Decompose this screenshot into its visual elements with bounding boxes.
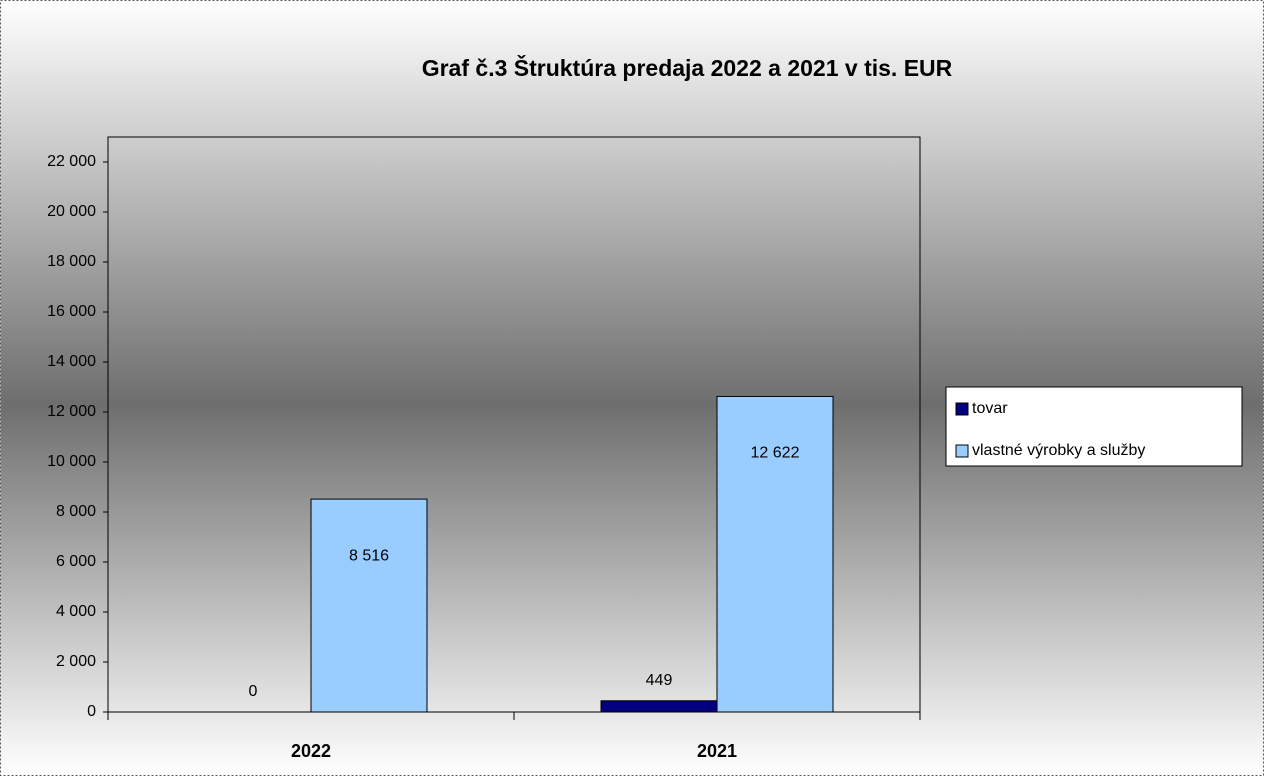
bar xyxy=(716,395,834,713)
y-tick-label: 20 000 xyxy=(47,203,96,220)
legend-swatch xyxy=(955,444,969,458)
x-tick-label: 2021 xyxy=(697,741,737,761)
value-label: 0 xyxy=(249,683,258,700)
legend xyxy=(945,386,1243,467)
value-label: 12 622 xyxy=(751,445,800,462)
y-tick-label: 10 000 xyxy=(47,453,96,470)
legend-label: vlastné výrobky a služby xyxy=(972,442,1145,459)
y-tick-label: 4 000 xyxy=(56,603,96,620)
y-tick-label: 14 000 xyxy=(47,353,96,370)
y-tick-label: 6 000 xyxy=(56,553,96,570)
legend-label: tovar xyxy=(972,400,1008,417)
y-tick-label: 2 000 xyxy=(56,653,96,670)
bar xyxy=(310,498,428,713)
y-tick-label: 16 000 xyxy=(47,303,96,320)
chart-title: Graf č.3 Štruktúra predaja 2022 a 2021 v… xyxy=(422,54,953,81)
y-tick-label: 18 000 xyxy=(47,253,96,270)
y-tick-label: 12 000 xyxy=(47,403,96,420)
legend-swatch xyxy=(955,402,969,416)
value-label: 449 xyxy=(646,672,673,689)
value-label: 8 516 xyxy=(349,547,389,564)
bar xyxy=(600,700,718,713)
y-tick-label: 8 000 xyxy=(56,503,96,520)
y-tick-label: 0 xyxy=(87,703,96,720)
x-tick-label: 2022 xyxy=(291,741,331,761)
y-tick-label: 22 000 xyxy=(47,153,96,170)
